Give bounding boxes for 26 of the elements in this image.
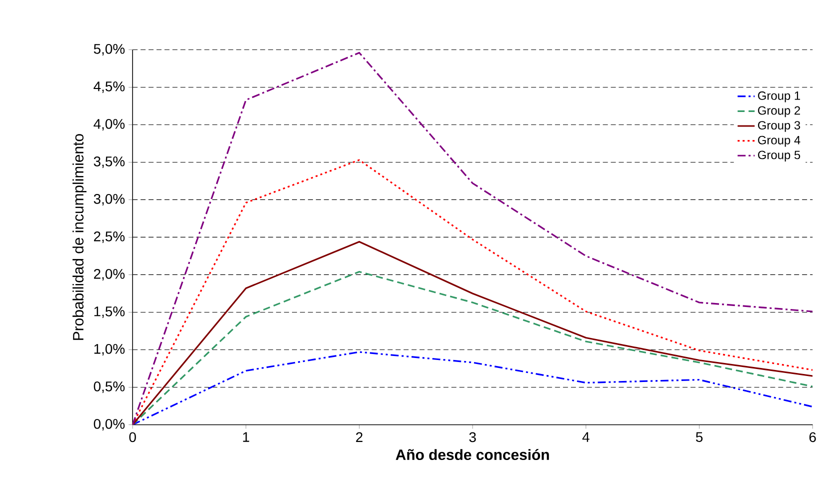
line-series <box>132 52 813 425</box>
x-tick-label: 6 <box>809 432 816 442</box>
x-tick-label: 4 <box>582 432 590 442</box>
y-tick-label: 3,5% <box>94 156 125 168</box>
x-tick-label: 3 <box>469 432 476 442</box>
y-tick-label: 2,5% <box>94 231 125 243</box>
x-tick-label: 2 <box>356 432 362 442</box>
y-tick-label: 3,0% <box>94 194 125 206</box>
legend-label: Group 2 <box>758 106 800 118</box>
y-tick-label: 1,5% <box>94 306 125 318</box>
legend-label: Group 5 <box>758 150 800 162</box>
y-tick-label: 4,5% <box>94 82 125 93</box>
legend-label: Group 3 <box>758 121 800 132</box>
x-tick-label: 0 <box>129 432 136 442</box>
legend-label: Group 1 <box>758 91 800 102</box>
y-tick-label: 4,0% <box>94 118 125 130</box>
y-tick-label: 2,0% <box>94 268 125 280</box>
x-axis-title: Año desde concesión <box>396 448 549 460</box>
x-tick-label: 5 <box>696 432 703 442</box>
x-tick-label: 1 <box>243 432 250 442</box>
y-tick-label: 5,0% <box>94 44 125 56</box>
y-tick-label: 0,5% <box>94 381 125 393</box>
y-tick-label: 1,0% <box>94 344 125 356</box>
y-tick-label: 0,0% <box>94 418 125 430</box>
y-axis-title: Probabilidad de incumplimiento <box>72 134 86 340</box>
legend-label: Group 4 <box>758 136 800 147</box>
